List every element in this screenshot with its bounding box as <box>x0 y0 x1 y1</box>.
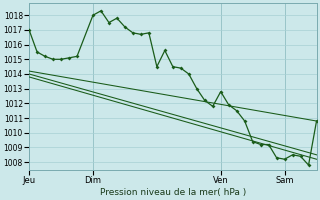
X-axis label: Pression niveau de la mer( hPa ): Pression niveau de la mer( hPa ) <box>100 188 246 197</box>
